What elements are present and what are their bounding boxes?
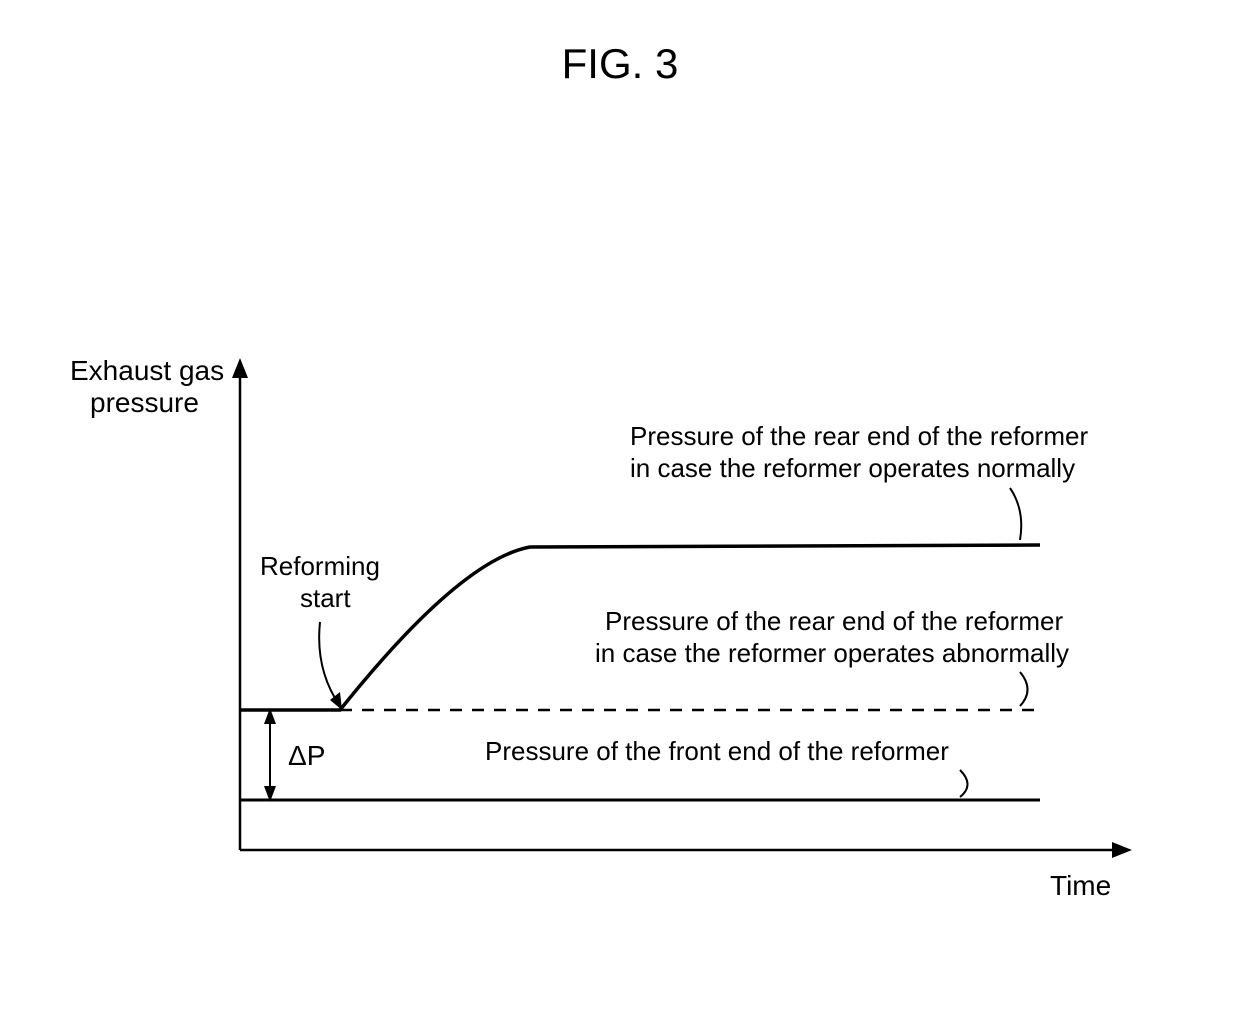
- y-axis-label-line2: pressure: [90, 387, 199, 418]
- normal-label-2: in case the reformer operates normally: [630, 453, 1075, 483]
- delta-p-label: ΔP: [288, 740, 325, 771]
- abnormal-label-2: in case the reformer operates abnormally: [595, 638, 1069, 668]
- chart-container: Exhaust gas pressure Time ΔP Reforming s…: [60, 350, 1180, 950]
- normal-callout: [1010, 488, 1021, 540]
- reforming-start-label-1: Reforming: [260, 551, 380, 581]
- y-axis-arrow: [232, 358, 248, 378]
- front-label: Pressure of the front end of the reforme…: [485, 736, 949, 766]
- y-axis-label-line1: Exhaust gas: [70, 355, 224, 386]
- normal-label-1: Pressure of the rear end of the reformer: [630, 421, 1088, 451]
- abnormal-callout: [1020, 672, 1028, 706]
- chart-svg: Exhaust gas pressure Time ΔP Reforming s…: [60, 350, 1180, 950]
- reforming-start-arrow: [330, 692, 342, 710]
- x-axis-arrow: [1112, 842, 1132, 858]
- abnormal-label-1: Pressure of the rear end of the reformer: [605, 606, 1063, 636]
- reforming-start-pointer: [319, 622, 340, 706]
- figure-title: FIG. 3: [562, 40, 679, 88]
- reforming-start-label-2: start: [300, 583, 351, 613]
- x-axis-label: Time: [1050, 870, 1111, 901]
- front-callout: [960, 770, 968, 797]
